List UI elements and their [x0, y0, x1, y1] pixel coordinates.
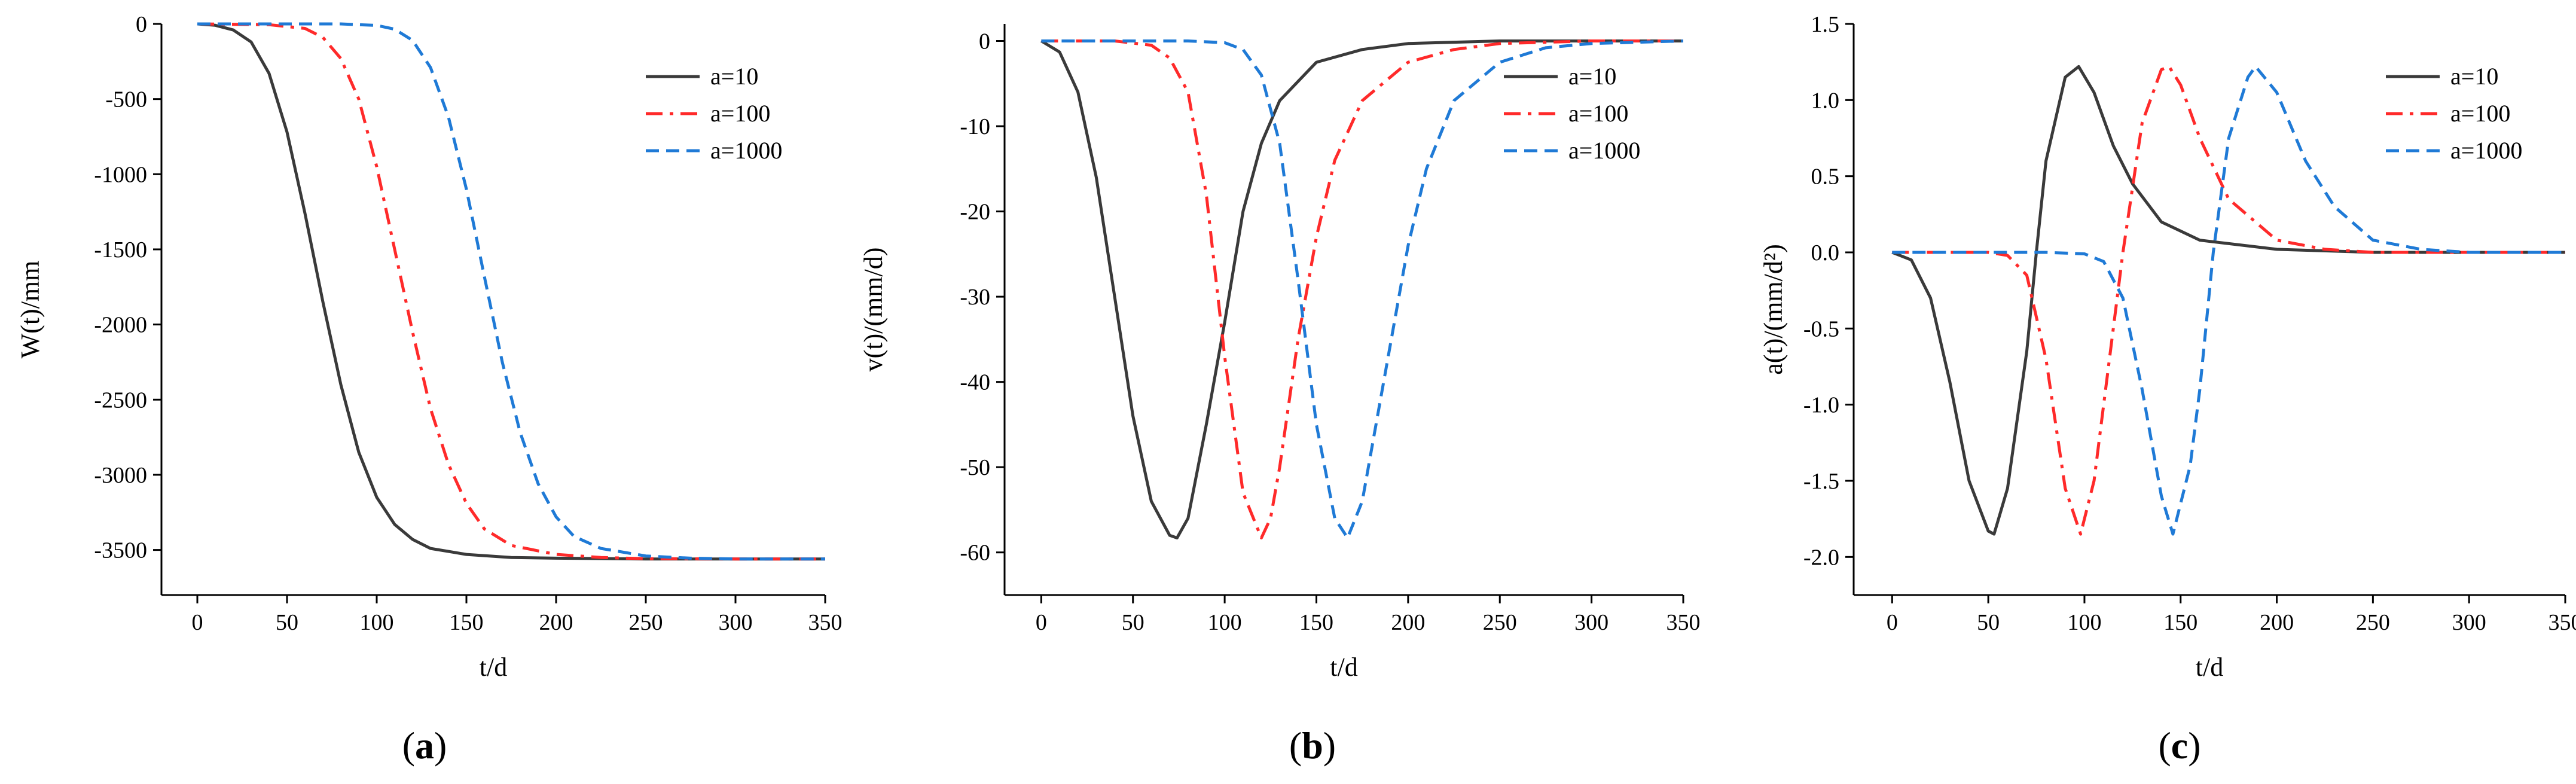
- chart-panel-a: 0 50 100 150 200 250 300 350 0 -500 -1000 -1500 -200…: [16, 12, 843, 767]
- x-tick-label: 50: [1122, 610, 1144, 635]
- y-tick-label: 1.5: [1811, 12, 1840, 37]
- legend-label: a=100: [2450, 100, 2510, 127]
- x-tick-label: 50: [1977, 610, 2000, 635]
- x-tick-label: 100: [1208, 610, 1242, 635]
- series-line-a-100: [1892, 65, 2565, 536]
- y-tick-label: -2.0: [1803, 545, 1839, 570]
- chart-panel-c: 0 50 100 150 200 250 300 350 1.5 1.0 0.5 0.0 -0.5 -1.…: [1759, 12, 2576, 767]
- y-tick-label: -1000: [94, 162, 147, 187]
- y-tick-label: 0: [136, 12, 147, 37]
- panel-label-letter: c: [2171, 724, 2188, 767]
- x-tick-label: 250: [2356, 610, 2390, 635]
- y-tick-label: -2000: [94, 313, 147, 338]
- x-tick-label: 350: [1667, 610, 1701, 635]
- legend-label: a=10: [710, 63, 758, 90]
- x-tick-label: 150: [2163, 610, 2197, 635]
- panel-label-close: ): [1323, 724, 1336, 767]
- y-tick-label: -40: [960, 370, 990, 395]
- x-tick-label: 200: [539, 610, 573, 635]
- panel-label-close: ): [2188, 724, 2200, 767]
- series-line-a-1000: [1041, 39, 1683, 539]
- y-tick-label: -3500: [94, 538, 147, 563]
- y-tick-label: 1.0: [1811, 88, 1840, 113]
- legend-label: a=100: [710, 100, 770, 127]
- y-tick-label: -500: [105, 87, 147, 112]
- x-axis-label: t/d: [2196, 652, 2223, 682]
- x-tick-label: 100: [2067, 610, 2101, 635]
- y-tick-label: -1500: [94, 237, 147, 263]
- y-tick-label: -0.5: [1803, 316, 1839, 341]
- x-tick-label: 0: [192, 610, 203, 635]
- panel-label-open: (: [1289, 724, 1302, 767]
- y-tick-label: -3000: [94, 463, 147, 488]
- panel-label: (a): [402, 724, 447, 767]
- x-tick-label: 250: [1483, 610, 1517, 635]
- legend-label: a=1000: [710, 137, 782, 164]
- x-tick-label: 0: [1036, 610, 1047, 635]
- series-line-a-1000: [197, 22, 825, 561]
- x-tick-label: 350: [2548, 610, 2576, 635]
- x-tick-label: 50: [276, 610, 298, 635]
- y-tick-label: -20: [960, 200, 990, 225]
- x-tick-label: 0: [1887, 610, 1898, 635]
- y-tick-label: -50: [960, 455, 990, 480]
- legend-label: a=10: [1568, 63, 1616, 90]
- series-line-a-100: [197, 22, 825, 561]
- y-tick-label: -60: [960, 541, 990, 566]
- y-tick-label: -2500: [94, 388, 147, 413]
- x-tick-label: 200: [1391, 610, 1425, 635]
- x-tick-label: 150: [1299, 610, 1333, 635]
- y-axis-label: a(t)/(mm/d²): [1759, 244, 1788, 374]
- chart-panel-b: 0 50 100 150 200 250 300 350 0 -10 -20 -30 -40 -50 -60…: [859, 24, 1701, 767]
- legend-label: a=1000: [1568, 137, 1640, 164]
- x-tick-label: 350: [808, 610, 843, 635]
- y-tick-label: 0.0: [1811, 240, 1840, 266]
- y-tick-label: 0.5: [1811, 164, 1840, 190]
- x-axis-label: t/d: [1330, 652, 1357, 682]
- panel-label: (b): [1289, 724, 1336, 767]
- x-tick-label: 300: [1574, 610, 1609, 635]
- panel-label-letter: b: [1302, 724, 1323, 767]
- series-line-a-10: [197, 22, 825, 561]
- series-line-a-10: [1040, 39, 1683, 539]
- x-tick-label: 300: [719, 610, 753, 635]
- x-axis-label: t/d: [480, 652, 507, 682]
- panel-label-close: ): [434, 724, 447, 767]
- y-tick-label: -30: [960, 285, 990, 310]
- legend-label: a=10: [2450, 63, 2498, 90]
- y-tick-label: -10: [960, 114, 990, 139]
- series-line-a-100: [1041, 39, 1683, 539]
- y-axis-label: v(t)/(mm/d): [859, 248, 888, 372]
- panel-label-letter: a: [415, 724, 434, 767]
- panel-label: (c): [2158, 724, 2200, 767]
- y-tick-label: -1.5: [1803, 469, 1839, 494]
- x-tick-label: 100: [360, 610, 394, 635]
- y-axis-label: W(t)/mm: [16, 261, 45, 359]
- panel-label-open: (: [402, 724, 415, 767]
- panel-label-open: (: [2158, 724, 2171, 767]
- x-tick-label: 300: [2452, 610, 2486, 635]
- x-tick-label: 200: [2260, 610, 2294, 635]
- x-tick-label: 150: [450, 610, 484, 635]
- y-tick-label: -1.0: [1803, 393, 1839, 418]
- series-line-a-1000: [1892, 65, 2565, 536]
- y-tick-label: 0: [979, 29, 990, 54]
- legend-label: a=100: [1568, 100, 1628, 127]
- x-tick-label: 250: [629, 610, 663, 635]
- series-line-a-10: [1891, 65, 2565, 536]
- legend-label: a=1000: [2450, 137, 2522, 164]
